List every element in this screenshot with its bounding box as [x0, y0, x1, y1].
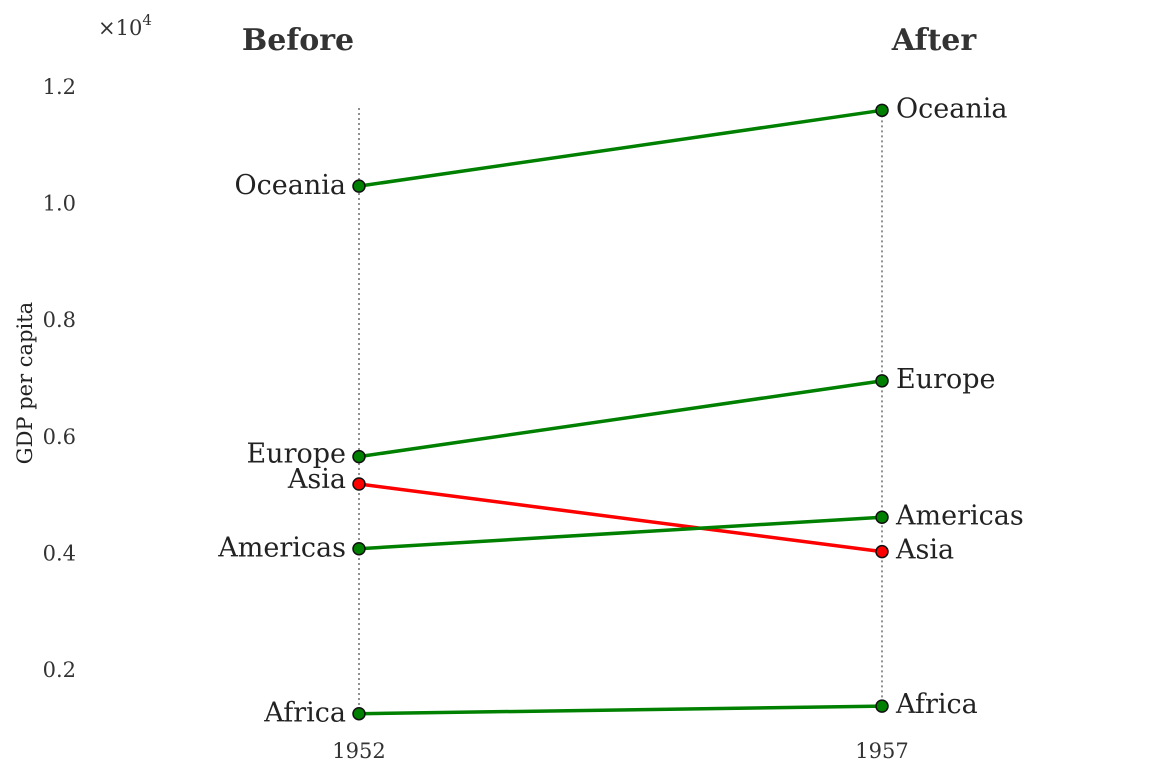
vertical-guides	[358, 108, 883, 714]
point-americas-1957	[875, 510, 889, 525]
header-after: After	[891, 23, 978, 58]
point-americas-1952	[352, 541, 366, 556]
y-ticks: 0.2 0.4 0.6 0.8 1.0 1.2	[43, 75, 76, 682]
y-tick-label: 0.8	[43, 308, 76, 332]
y-tick-label: 1.0	[43, 192, 76, 216]
x-ticks: 1952 1957	[332, 739, 908, 763]
point-labels: OceaniaOceaniaEuropeEuropeAsiaAsiaAmeric…	[217, 93, 1023, 728]
data-points	[352, 103, 889, 721]
slope-line-africa	[358, 704, 883, 716]
y-tick-label: 1.2	[43, 75, 76, 99]
label-left-africa: Africa	[263, 698, 346, 729]
point-oceania-1952	[352, 179, 366, 193]
header-before: Before	[242, 23, 354, 58]
slope-line-asia	[358, 482, 883, 554]
label-right-europe: Europe	[896, 364, 996, 395]
point-africa-1957	[875, 699, 889, 713]
slope-line-europe	[358, 379, 883, 459]
label-left-oceania: Oceania	[235, 170, 346, 201]
label-left-europe: Europe	[246, 439, 346, 470]
label-left-asia: Asia	[287, 464, 346, 495]
y-tick-label: 0.4	[43, 541, 76, 565]
y-tick-label: 0.6	[43, 425, 76, 449]
point-europe-1957	[875, 374, 889, 388]
label-left-americas: Americas	[217, 533, 346, 564]
slope-line-americas	[358, 515, 883, 551]
label-right-africa: Africa	[895, 689, 978, 720]
y-axis-label: GDP per capita	[13, 302, 37, 464]
slope-lines	[358, 108, 883, 716]
point-asia-1952	[352, 477, 366, 491]
x-tick-label-1957: 1957	[855, 739, 908, 763]
label-right-asia: Asia	[895, 535, 954, 566]
slope-line-oceania	[358, 108, 883, 188]
point-europe-1952	[352, 449, 366, 464]
point-africa-1952	[352, 706, 366, 721]
point-oceania-1957	[875, 103, 889, 118]
y-axis-multiplier: ×104	[98, 11, 152, 40]
y-tick-label: 0.2	[43, 658, 76, 682]
point-asia-1957	[875, 544, 889, 559]
x-tick-label-1952: 1952	[332, 739, 385, 763]
label-right-oceania: Oceania	[896, 93, 1007, 124]
label-right-americas: Americas	[895, 500, 1024, 531]
